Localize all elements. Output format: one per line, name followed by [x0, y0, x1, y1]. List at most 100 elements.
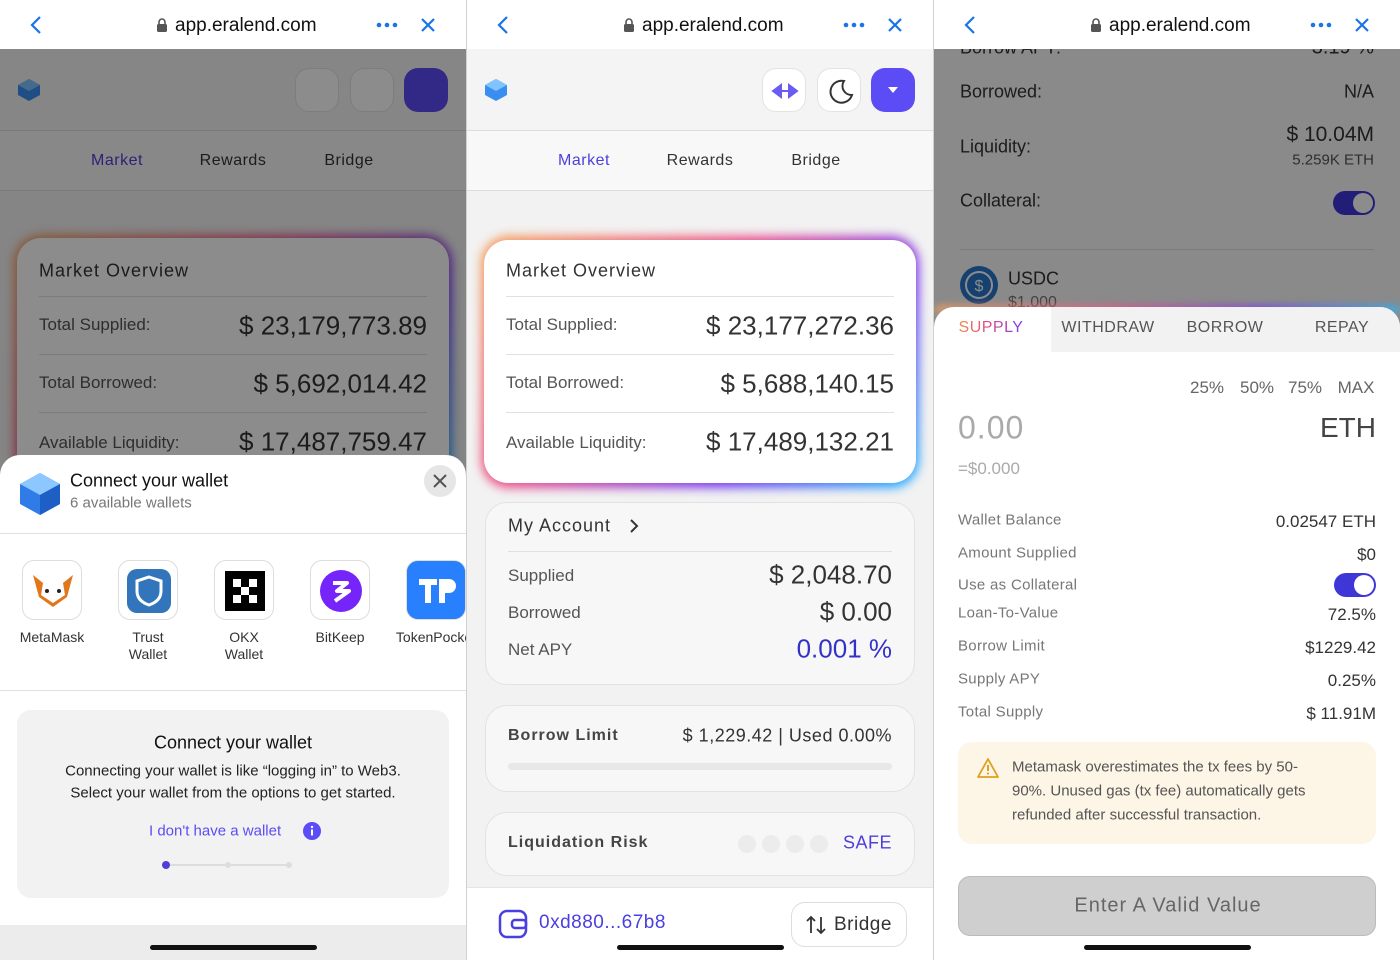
wallet-name[interactable]: BitKeep — [315, 629, 365, 645]
percent-option[interactable]: 75% — [1287, 378, 1323, 397]
detail-label: Borrow Limit — [958, 637, 1045, 655]
row-value: $ 5,692,014.42 — [253, 368, 428, 399]
info-text: Select your wallet from the options to g… — [70, 784, 396, 802]
row-value: $ 17,487,759.47 — [239, 426, 427, 457]
row-value: $ 2,048.70 — [769, 559, 892, 590]
wallet-tile[interactable] — [118, 560, 178, 620]
use-collateral-toggle[interactable] — [1334, 573, 1376, 597]
percent-option[interactable]: MAX — [1337, 378, 1375, 397]
tab[interactable]: REPAY — [1314, 319, 1370, 336]
nav-item[interactable]: Rewards — [199, 152, 267, 169]
wallet-name[interactable]: Wallet — [128, 646, 168, 662]
wallet-icon — [498, 909, 528, 939]
modal-close[interactable] — [424, 465, 456, 497]
detail-value: 72.5% — [1327, 605, 1376, 624]
nav-item[interactable]: Rewards — [666, 152, 734, 169]
browser-bar: app.eralend.com — [467, 0, 933, 49]
more-icon[interactable] — [376, 22, 398, 28]
tab[interactable]: BORROW — [1186, 319, 1264, 336]
collateral-toggle[interactable] — [1333, 191, 1375, 215]
close-icon[interactable] — [1354, 17, 1370, 33]
panel-connect-wallet: app.eralend.com Market Rewards Bridge Ma… — [0, 0, 466, 960]
wallet-name[interactable]: Wallet — [224, 646, 264, 662]
tab-strip — [1051, 307, 1400, 352]
more-icon[interactable] — [843, 22, 865, 28]
close-icon[interactable] — [887, 17, 903, 33]
row-label: Available Liquidity: — [39, 433, 180, 452]
more-icon[interactable] — [1310, 22, 1332, 28]
card-title: Market Overview — [39, 260, 190, 281]
amount-usd: =$0.000 — [958, 459, 1020, 478]
logo — [18, 79, 40, 101]
no-wallet-link[interactable]: I don't have a wallet — [149, 822, 282, 840]
nav: Market Rewards Bridge — [0, 130, 466, 191]
url: app.eralend.com — [1109, 15, 1251, 36]
close-icon[interactable] — [420, 17, 436, 33]
token: ETH — [1320, 412, 1376, 443]
nav: Market Rewards Bridge — [467, 130, 933, 191]
row-value: $ 17,489,132.21 — [706, 426, 894, 457]
menu-button[interactable] — [871, 68, 915, 112]
theme-button[interactable] — [817, 68, 861, 112]
footer-bridge-button[interactable]: Bridge — [791, 902, 907, 947]
detail-label: Amount Supplied — [958, 544, 1077, 562]
bridge-button[interactable] — [762, 68, 806, 112]
modal-logo — [20, 473, 60, 515]
back-icon[interactable] — [28, 14, 44, 36]
modal-subtitle: 6 available wallets — [70, 494, 192, 512]
home-indicator — [1084, 945, 1251, 950]
app-header — [0, 49, 466, 130]
wallet-name[interactable]: OKX — [229, 629, 259, 645]
info-title: Connect your wallet — [153, 732, 313, 753]
borrow-limit-value: $ 1,229.42 | Used 0.00% — [682, 725, 892, 746]
back-icon[interactable] — [495, 14, 511, 36]
percent-option[interactable]: 25% — [1189, 378, 1225, 397]
menu-button[interactable] — [404, 68, 448, 112]
nav-item[interactable]: Bridge — [324, 152, 374, 169]
wallet-address[interactable]: 0xd880...67b8 — [539, 912, 666, 933]
detail-value: 0.02547 ETH — [1275, 512, 1376, 531]
panel-market: app.eralend.com Market Rewards Bridge Ma… — [467, 0, 933, 960]
footer-bridge-label: Bridge — [834, 914, 892, 935]
overview-card: Market Overview Total Supplied: $ 23,179… — [17, 238, 449, 492]
wallet-name[interactable]: TokenPocket — [395, 629, 466, 645]
row-value: $ 5,688,140.15 — [720, 368, 895, 399]
liquidation-card: Liquidation Risk SAFE — [485, 812, 915, 876]
tab-active[interactable]: SUPPLY — [958, 319, 1024, 336]
row-value: 0.001 % — [796, 633, 892, 664]
liquidation-label: Liquidation Risk — [508, 834, 649, 851]
wallet-tile[interactable] — [214, 560, 274, 620]
usdc-icon: $ — [960, 266, 998, 304]
modal-title: Connect your wallet — [70, 470, 229, 491]
info-icon[interactable] — [303, 822, 321, 840]
percent-option[interactable]: 50% — [1239, 378, 1275, 397]
submit-button[interactable]: Enter A Valid Value — [958, 876, 1376, 936]
chevron — [630, 519, 639, 533]
nav-item[interactable]: Market — [91, 152, 143, 169]
nav-item[interactable]: Market — [558, 152, 610, 169]
row-label: Total Supplied: — [506, 315, 618, 334]
card-title: Market Overview — [506, 260, 657, 281]
app-header — [467, 49, 933, 130]
wallet-tile[interactable] — [406, 560, 466, 620]
bridge-button[interactable] — [295, 68, 339, 112]
wallet-name[interactable]: MetaMask — [19, 629, 85, 645]
supply-sheet: SUPPLY WITHDRAW BORROW REPAY 25% 50% 75%… — [934, 307, 1400, 960]
detail-value: $ 10.04M — [1286, 123, 1374, 146]
home-indicator — [150, 945, 317, 950]
theme-button[interactable] — [350, 68, 394, 112]
tab[interactable]: WITHDRAW — [1061, 319, 1155, 336]
detail-label: Use as Collateral — [958, 576, 1078, 594]
wallet-tile[interactable] — [310, 560, 370, 620]
wallet-tile[interactable] — [22, 560, 82, 620]
nav-item[interactable]: Bridge — [791, 152, 841, 169]
account-card[interactable]: My Account Supplied $ 2,048.70 Borrowed … — [485, 502, 915, 685]
overview-card: Market Overview Total Supplied: $ 23,177… — [484, 240, 916, 483]
back-icon[interactable] — [962, 14, 978, 36]
detail-label: Loan-To-Value — [958, 604, 1059, 622]
wallet-name[interactable]: Trust — [132, 629, 164, 645]
pager — [162, 861, 292, 869]
detail-label: Collateral: — [960, 190, 1042, 211]
amount-input[interactable]: 0.00 — [958, 409, 1025, 446]
